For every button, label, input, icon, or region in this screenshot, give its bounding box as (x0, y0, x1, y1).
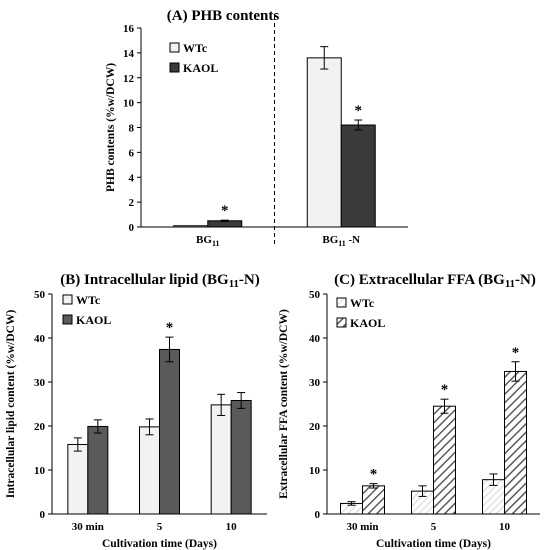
bar-wtc (139, 426, 160, 515)
y-tick-label: 0 (315, 509, 321, 521)
bar-wtc (67, 443, 89, 515)
x-tick-label: BG11 -N (322, 234, 360, 248)
legend-label-wtc: WTc (183, 41, 208, 55)
y-tick-label: 6 (129, 147, 135, 159)
bar-wtc (210, 404, 232, 515)
chart-b-intracellular-lipid: (B) Intracellular lipid (BG11-N) 0 10 20 30 4… (5, 272, 267, 550)
chart-title: (A) PHB contents (167, 8, 280, 24)
y-tick-label: 50 (34, 289, 46, 301)
chart-c-extracellular-ffa: (C) Extracellular FFA (BG11-N) 0 10 20 30 40 5… (278, 272, 540, 550)
x-tick-label: 10 (499, 521, 511, 533)
significance-marker: * (441, 382, 449, 398)
x-tick-label: BG11 (196, 234, 219, 248)
y-tick-label: 0 (129, 222, 135, 234)
y-tick-label: 30 (34, 377, 46, 389)
y-tick-label: 14 (123, 48, 135, 60)
legend-swatch-kaol (336, 317, 347, 328)
legend-label-wtc: WTc (350, 296, 375, 310)
legend-swatch-wtc (336, 297, 347, 308)
chart-a-phb-contents: (A) PHB contents 0 2 4 6 8 10 12 14 16 PHB content… (105, 8, 408, 248)
x-tick-label: 30 min (72, 521, 104, 533)
significance-marker: * (512, 345, 520, 361)
chart-title: (B) Intracellular lipid (BG11-N) (60, 272, 260, 290)
x-tick-label: 5 (157, 521, 163, 533)
x-axis-label: Cultivation time (Days) (376, 538, 491, 550)
y-axis-label: Extracellular FFA content (%w/DCW) (278, 309, 290, 499)
y-tick-label: 10 (309, 465, 321, 477)
significance-marker: * (221, 203, 229, 219)
y-tick-label: 8 (129, 123, 135, 135)
y-tick-label: 16 (123, 23, 135, 35)
y-tick-label: 20 (34, 421, 46, 433)
y-axis-label: PHB contents (%w/DCW) (105, 63, 117, 192)
y-tick-label: 40 (309, 333, 321, 345)
bar-kaol (504, 370, 527, 515)
legend-label-kaol: KAOL (350, 316, 385, 330)
bar-kaol (159, 348, 180, 515)
y-tick-label: 10 (34, 465, 46, 477)
bar-wtc (306, 57, 342, 228)
legend-swatch-kaol (169, 62, 180, 73)
legend-swatch-wtc (169, 42, 180, 53)
bar-kaol (87, 425, 109, 515)
bar-kaol (340, 124, 376, 228)
y-tick-label: 10 (123, 98, 135, 110)
x-tick-label: 10 (226, 521, 238, 533)
bar-kaol (362, 485, 385, 515)
x-axis-label: Cultivation time (Days) (102, 538, 217, 550)
legend-label-kaol: KAOL (76, 313, 111, 327)
y-axis-label: Intracellular lipid content (%w/DCW) (5, 310, 17, 499)
y-tick-label: 2 (129, 197, 135, 209)
y-tick-label: 30 (309, 377, 321, 389)
y-tick-label: 50 (309, 289, 321, 301)
y-tick-label: 4 (129, 172, 135, 184)
y-tick-label: 20 (309, 421, 321, 433)
bar-kaol (433, 405, 456, 515)
y-tick-label: 40 (34, 333, 46, 345)
y-tick-label: 12 (123, 73, 135, 85)
legend-label-kaol: KAOL (183, 61, 218, 75)
legend-swatch-wtc (62, 294, 73, 305)
significance-marker: * (166, 320, 174, 336)
significance-marker: * (355, 103, 363, 119)
legend-swatch-kaol (62, 314, 73, 325)
legend-label-wtc: WTc (76, 293, 101, 307)
bar-wtc (173, 225, 209, 228)
significance-marker: * (370, 467, 378, 483)
y-tick-label: 0 (40, 509, 46, 521)
bar-kaol (230, 399, 252, 515)
chart-title: (C) Extracellular FFA (BG11-N) (334, 272, 536, 290)
x-tick-label: 5 (431, 521, 437, 533)
x-tick-label: 30 min (346, 521, 378, 533)
